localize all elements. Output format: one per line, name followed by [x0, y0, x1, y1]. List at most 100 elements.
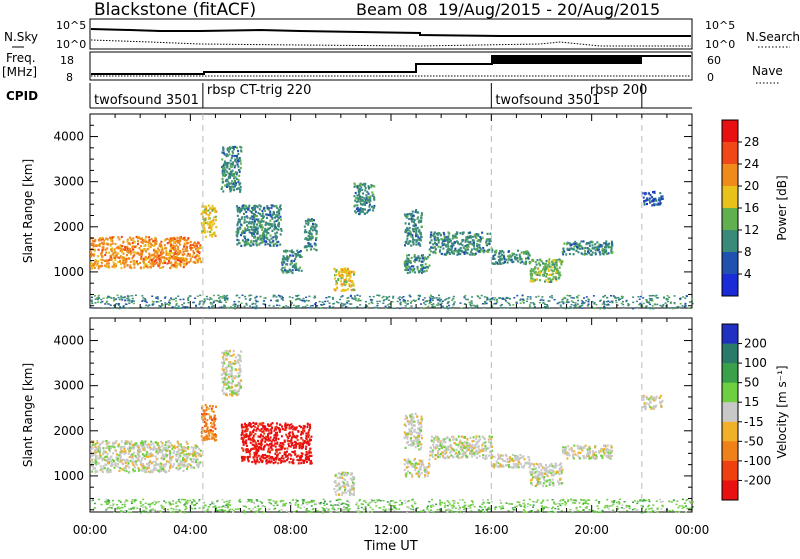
vel-range-cell — [143, 448, 145, 450]
vel-range-cell — [212, 437, 214, 439]
power-range-cell — [252, 209, 254, 211]
vel-range-cell — [228, 386, 230, 388]
power-range-cell — [434, 242, 436, 244]
power-range-cell — [94, 239, 96, 241]
power-range-cell — [504, 261, 506, 263]
power-range-cell — [247, 241, 249, 243]
power-range-cell — [552, 278, 554, 280]
power-range-cell — [137, 243, 139, 245]
vel-range-cell — [293, 447, 295, 449]
power-range-cell — [359, 211, 361, 213]
power-range-cell — [350, 285, 352, 287]
vel-range-cell — [191, 460, 193, 462]
vel-range-cell — [286, 447, 288, 449]
vel-range-cell — [204, 431, 206, 433]
vel-range-cell — [209, 405, 211, 407]
power-range-cell — [275, 226, 277, 228]
power-range-cell — [250, 218, 252, 220]
power-range-cell — [411, 305, 413, 307]
power-range-cell — [655, 200, 657, 202]
power-range-cell — [398, 298, 400, 300]
power-range-cell — [665, 302, 667, 304]
power-range-cell — [585, 300, 587, 302]
power-range-cell — [686, 295, 688, 297]
vel-range-cell — [241, 437, 243, 439]
power-range-cell — [315, 249, 317, 251]
vel-range-cell — [131, 460, 133, 462]
power-range-cell — [280, 219, 282, 221]
power-range-cell — [387, 304, 389, 306]
power-range-cell — [549, 266, 551, 268]
power-range-cell — [311, 228, 313, 230]
vel-range-cell — [156, 448, 158, 450]
vel-range-cell — [183, 462, 185, 464]
power-range-cell — [434, 246, 436, 248]
power-range-cell — [358, 193, 360, 195]
power-range-cell — [241, 208, 243, 210]
power-range-cell — [196, 245, 198, 247]
power-range-cell — [237, 153, 239, 155]
power-range-cell — [175, 304, 177, 306]
vel-range-cell — [107, 462, 109, 464]
power-range-cell — [243, 221, 245, 223]
vel-range-cell — [262, 422, 264, 424]
power-range-cell — [516, 254, 518, 256]
power-range-cell — [229, 168, 231, 170]
vel-range-cell — [133, 460, 135, 462]
power-range-cell — [170, 252, 172, 254]
power-range-cell — [189, 255, 191, 257]
vel-range-cell — [206, 419, 208, 421]
power-range-cell — [537, 259, 539, 261]
vel-range-cell — [288, 445, 290, 447]
power-range-cell — [659, 305, 661, 307]
vel-range-cell — [142, 457, 144, 459]
power-range-cell — [689, 301, 691, 303]
power-range-cell — [542, 302, 544, 304]
power-range-cell — [649, 295, 651, 297]
power-range-cell — [427, 306, 429, 308]
power-range-cell — [659, 200, 661, 202]
vel-range-cell — [192, 451, 194, 453]
power-range-cell — [394, 308, 396, 310]
power-range-cell — [359, 304, 361, 306]
vel-range-cell — [148, 456, 150, 458]
power-range-cell — [237, 221, 239, 223]
power-range-cell — [529, 304, 531, 306]
power-range-cell — [273, 305, 275, 307]
power-range-cell — [158, 265, 160, 267]
power-range-cell — [522, 300, 524, 302]
power-range-cell — [104, 265, 106, 267]
power-range-cell — [453, 296, 455, 298]
power-range-cell — [667, 295, 669, 297]
power-range-cell — [274, 221, 276, 223]
power-range-cell — [256, 305, 258, 307]
power-range-cell — [297, 307, 299, 309]
vel-range-cell — [257, 425, 259, 427]
power-range-cell — [237, 215, 239, 217]
vel-range-cell — [254, 459, 256, 461]
power-range-cell — [221, 188, 223, 190]
power-range-cell — [179, 263, 181, 265]
power-range-cell — [283, 306, 285, 308]
power-range-cell — [269, 244, 271, 246]
power-range-cell — [586, 242, 588, 244]
power-range-cell — [269, 220, 271, 222]
vel-range-cell — [282, 460, 284, 462]
power-range-cell — [245, 211, 247, 213]
power-range-cell — [232, 150, 234, 152]
power-range-cell — [590, 241, 592, 243]
vel-range-cell — [193, 447, 195, 449]
vel-range-cell — [158, 447, 160, 449]
power-range-cell — [526, 298, 528, 300]
power-range-cell — [541, 296, 543, 298]
power-range-cell — [357, 200, 359, 202]
power-range-cell — [310, 248, 312, 250]
power-range-cell — [406, 238, 408, 240]
vel-range-cell — [269, 451, 271, 453]
power-range-cell — [516, 295, 518, 297]
power-range-cell — [258, 204, 260, 206]
power-range-cell — [245, 298, 247, 300]
vel-range-cell — [117, 466, 119, 468]
power-range-cell — [354, 297, 356, 299]
power-range-cell — [481, 250, 483, 252]
